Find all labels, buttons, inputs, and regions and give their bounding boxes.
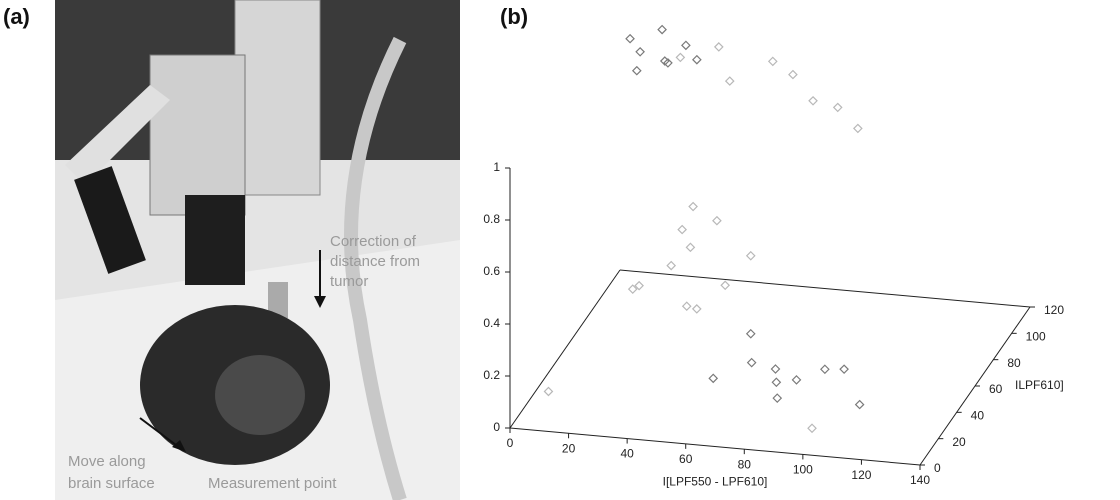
annotation: brain surface xyxy=(68,475,155,492)
point xyxy=(832,102,843,113)
point xyxy=(685,242,696,253)
point xyxy=(675,52,686,63)
point xyxy=(791,375,802,385)
y-tick-label: 20 xyxy=(952,435,966,449)
point xyxy=(631,65,642,76)
annotation: Measurement point xyxy=(208,475,337,492)
x-tick-label: 0 xyxy=(507,436,514,450)
z-tick-label: 0 xyxy=(493,420,500,434)
floor-edge xyxy=(619,269,1031,308)
point xyxy=(691,304,702,314)
point xyxy=(713,42,724,52)
x-tick-label: 100 xyxy=(793,463,813,477)
y-tick-label: 80 xyxy=(1007,356,1021,370)
z-tick-label: 0.6 xyxy=(483,264,500,278)
point xyxy=(688,201,698,212)
y-axis-label: ILPF610] xyxy=(1015,378,1064,392)
y-tick-label: 60 xyxy=(989,382,1003,396)
x-tick-label: 120 xyxy=(851,468,871,482)
point xyxy=(820,364,830,375)
annotation: tumor xyxy=(330,273,368,290)
point xyxy=(746,357,757,368)
z-tick-label: 0.4 xyxy=(483,316,500,330)
photo xyxy=(55,0,460,500)
point xyxy=(543,386,554,397)
point xyxy=(692,54,702,65)
x-axis xyxy=(509,427,921,466)
z-tick-label: 1 xyxy=(493,160,500,174)
point xyxy=(720,280,731,291)
z-tick-label: 0.2 xyxy=(483,368,500,382)
x-axis-label: I[LPF550 - LPF610] xyxy=(663,475,768,489)
arrow-head xyxy=(172,440,186,452)
point xyxy=(853,123,863,134)
point xyxy=(770,364,781,374)
point xyxy=(681,301,692,312)
floor-edge xyxy=(509,269,621,429)
annotation: distance from xyxy=(330,253,420,270)
panel-label: (a) xyxy=(3,4,30,29)
point xyxy=(745,250,756,261)
z-tick-label: 0.8 xyxy=(483,212,500,226)
point xyxy=(839,364,849,375)
point xyxy=(724,76,735,86)
annotation: Correction of xyxy=(330,233,417,250)
point xyxy=(677,224,687,235)
y-tick-label: 100 xyxy=(1026,330,1046,344)
point xyxy=(627,284,638,294)
point xyxy=(788,69,798,80)
point xyxy=(745,328,756,339)
point xyxy=(625,33,635,44)
point xyxy=(808,95,818,106)
arrow-head xyxy=(314,296,326,308)
arrow xyxy=(139,417,181,449)
x-tick-label: 140 xyxy=(910,473,930,487)
y-tick-label: 40 xyxy=(971,409,985,423)
point xyxy=(807,423,817,434)
point xyxy=(681,40,691,51)
point xyxy=(854,399,865,410)
x-tick-label: 20 xyxy=(562,441,576,455)
panel-label: (b) xyxy=(500,4,528,29)
point xyxy=(666,260,677,271)
x-tick-label: 80 xyxy=(738,457,752,471)
y-tick-label: 120 xyxy=(1044,303,1064,317)
y-tick-label: 0 xyxy=(934,461,941,475)
point xyxy=(663,58,673,68)
point xyxy=(634,280,644,291)
point xyxy=(708,373,719,384)
point xyxy=(657,24,667,35)
point xyxy=(635,46,645,57)
point xyxy=(771,377,782,388)
point xyxy=(767,56,778,67)
annotation: Move along xyxy=(68,453,146,470)
x-tick-label: 40 xyxy=(620,447,634,461)
point xyxy=(712,215,722,226)
point xyxy=(772,393,783,403)
x-tick-label: 60 xyxy=(679,452,693,466)
